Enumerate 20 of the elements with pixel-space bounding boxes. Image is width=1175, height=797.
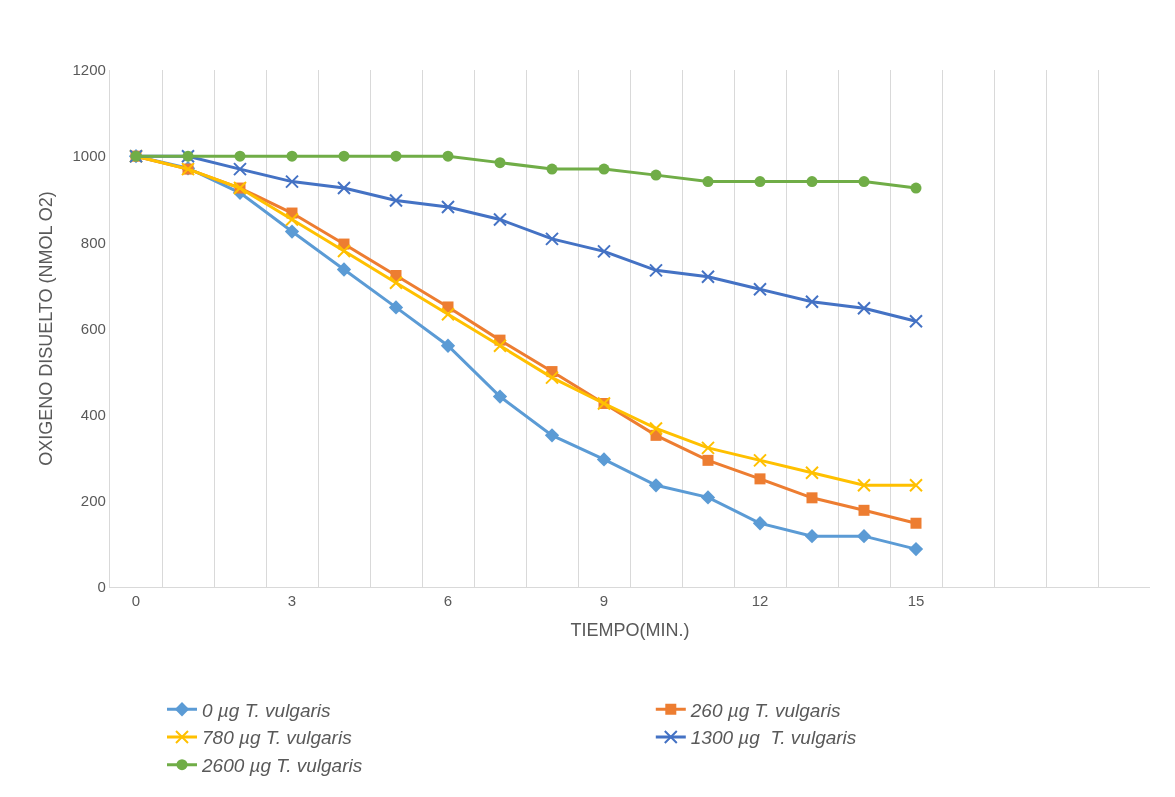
y-tick-label: 0 [97, 578, 106, 596]
y-axis-title: OXIGENO DISUELTO (NMOL O2) [35, 191, 56, 466]
y-tick-label: 400 [80, 405, 106, 423]
y-tick-label: 200 [80, 492, 106, 510]
x-tick-label: 12 [751, 592, 769, 610]
legend-label: 0 µg T. vulgaris [202, 699, 332, 721]
x-tick-label: 9 [599, 592, 609, 610]
legend-label: 780 µg T. vulgaris [202, 727, 353, 749]
legend-label: 1300 µg T. vulgaris [690, 727, 857, 749]
legend-label: 2600 µg T. vulgaris [201, 755, 363, 777]
y-tick-label: 1200 [72, 61, 106, 79]
x-tick-label: 0 [131, 592, 141, 610]
y-tick-label: 1000 [72, 147, 106, 165]
y-tick-label: 600 [80, 319, 106, 337]
x-tick-label: 15 [907, 592, 925, 610]
x-axis-title: TIEMPO(MIN.) [570, 620, 690, 641]
x-tick-label: 6 [443, 592, 453, 610]
legend-label: 260 µg T. vulgaris [689, 699, 841, 721]
x-tick-label: 3 [287, 592, 297, 610]
y-tick-label: 800 [80, 233, 106, 251]
